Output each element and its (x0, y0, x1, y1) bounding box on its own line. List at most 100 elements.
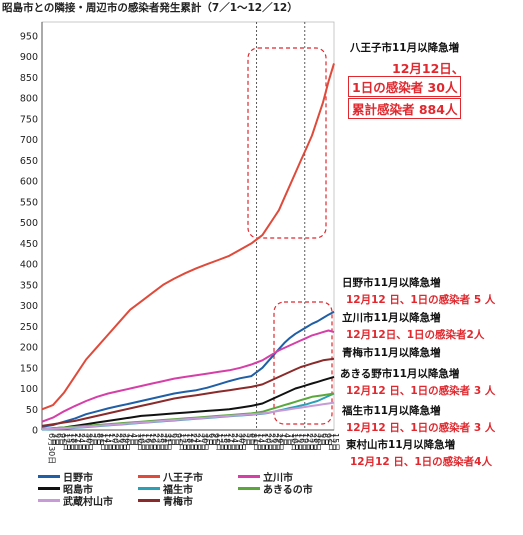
legend-item: 青梅市 (138, 493, 193, 508)
x-tick-label: 16日 (297, 433, 306, 451)
legend-label: 八王子市 (163, 473, 203, 484)
y-tick-label: 400 (20, 260, 38, 271)
x-tick-label: 2日 (88, 433, 97, 446)
y-tick-label: 550 (20, 197, 38, 208)
x-tick-label: 9日 (58, 433, 67, 446)
legend-swatch (38, 487, 60, 490)
x-tick-label: 12日 (215, 433, 224, 451)
x-tick-label: 15日 (182, 433, 191, 451)
x-tick-label: 20日 (111, 433, 120, 451)
annotation-akiruno-head: あきる野市11月以降急増 (340, 368, 460, 380)
legend-item: 武蔵村山市 (38, 493, 113, 508)
x-tick-label: 5日 (92, 433, 101, 446)
x-tick-label: 9日 (174, 433, 183, 446)
x-tick-label: 11日 (253, 433, 262, 451)
plot-area (41, 21, 335, 431)
x-tick-label: 6日 (170, 433, 179, 446)
x-tick-label: 1日 (125, 433, 134, 446)
x-tick-label: 18日 (185, 433, 194, 451)
legend-item: 八王子市 (138, 469, 203, 484)
x-tick-label: 22日 (152, 433, 161, 451)
x-tick-label: 3日 (51, 433, 60, 446)
legend-item: 日野市 (38, 469, 93, 484)
legend-label: 青梅市 (163, 497, 193, 508)
y-tick-label: 300 (20, 301, 38, 312)
series-line (41, 63, 335, 411)
legend-swatch (238, 475, 260, 478)
y-tick-label: 350 (20, 280, 38, 291)
y-tick-label: 650 (20, 156, 38, 167)
x-tick-label: 4日 (282, 433, 291, 446)
x-tick-label: 17日 (260, 433, 269, 451)
y-tick-label: 500 (20, 218, 38, 229)
legend-swatch (138, 499, 160, 502)
x-tick-label: 19日 (301, 433, 310, 451)
x-tick-label: 10日 (137, 433, 146, 451)
chart-title: 昭島市との隣接・周辺市の感染者発生累計（7／1～12／12） (2, 2, 298, 14)
x-tick-label: 12日 (62, 433, 71, 451)
x-tick-label: 20日 (264, 433, 273, 451)
x-tick-label: 15日 (66, 433, 75, 451)
annotation-higashimurayama-detail: 12月12 日、1日の感染者4人 (350, 456, 492, 468)
x-tick-label: 26日 (271, 433, 280, 451)
x-tick-label: 9日 (324, 433, 333, 446)
legend-swatch (138, 487, 160, 490)
legend-swatch (138, 475, 160, 478)
y-tick-label: 100 (20, 384, 38, 395)
x-tick-label: 27日 (81, 433, 90, 451)
x-tick-label: 12日 (178, 433, 187, 451)
annotation-ome-head: 青梅市11月以降急増 (342, 347, 441, 359)
annotation-hino-head: 日野市11月以降急増 (342, 277, 441, 289)
x-tick-label: 28日 (159, 433, 168, 451)
legend-swatch (38, 499, 60, 502)
series-line (41, 401, 335, 431)
legend: 日野市 八王子市 立川市 昭島市 福生市 あきるの市 武蔵村山市 青梅市 (38, 469, 338, 508)
x-tick-label: 7日 (133, 433, 142, 446)
annotation-fussa-detail: 12月12 日、1日の感染者 3 人 (346, 422, 496, 434)
annotation-hachioji-daily: 1日の感染者 30人 (348, 76, 462, 97)
x-tick-label: 16日 (144, 433, 153, 451)
x-tick-label: 13日 (140, 433, 149, 451)
x-tick-label: 9日 (211, 433, 220, 446)
legend-label: 武蔵村山市 (63, 497, 113, 508)
y-tick-label: 450 (20, 239, 38, 250)
x-tick-label: 27日 (196, 433, 205, 451)
y-tick-label: 750 (20, 114, 38, 125)
annotation-hachioji-head: 八王子市11月以降急増 (350, 42, 460, 54)
x-tick-label: 6日 (208, 433, 217, 446)
annotation-higashimurayama-head: 東村山市11月以降急増 (346, 439, 456, 451)
x-tick-label: 23日 (267, 433, 276, 451)
legend-swatch (238, 487, 260, 490)
x-tick-label: 3日 (316, 433, 325, 446)
x-tick-label: 2日 (241, 433, 250, 446)
x-tick-label: 12日 (327, 433, 336, 451)
x-tick-label: 4日 (129, 433, 138, 446)
y-tick-label: 600 (20, 177, 38, 188)
legend-label: 福生市 (163, 485, 193, 496)
x-tick-label: 22日 (305, 433, 314, 451)
y-tick-label: 50 (26, 405, 38, 416)
y-tick-label: 950 (20, 32, 38, 43)
y-tick-label: 800 (20, 94, 38, 105)
x-tick-label: 7日 (286, 433, 295, 446)
x-tick-label: 21日 (73, 433, 82, 451)
x-tick-label: 19日 (148, 433, 157, 451)
series-line (41, 357, 335, 427)
series-line (41, 329, 335, 423)
x-tick-label: 10日 (290, 433, 299, 451)
x-tick-label: 31日 (163, 433, 172, 451)
x-tick-label: 1日 (279, 433, 288, 446)
legend-swatch (38, 475, 60, 478)
legend-item: あきるの市 (238, 481, 313, 496)
x-tick-label: 8日 (249, 433, 258, 446)
x-tick-label: 21日 (189, 433, 198, 451)
x-tick-label: 24日 (193, 433, 202, 451)
x-tick-label: 3日 (167, 433, 176, 446)
x-tick-label: 29日 (122, 433, 131, 451)
x-tick-label: 21日 (226, 433, 235, 451)
annotation-hachioji-date: 12月12日、 (392, 61, 465, 76)
x-tick-label: 14日 (256, 433, 265, 451)
x-tick-label: 24日 (77, 433, 86, 451)
x-tick-label: 6日 (54, 433, 63, 446)
